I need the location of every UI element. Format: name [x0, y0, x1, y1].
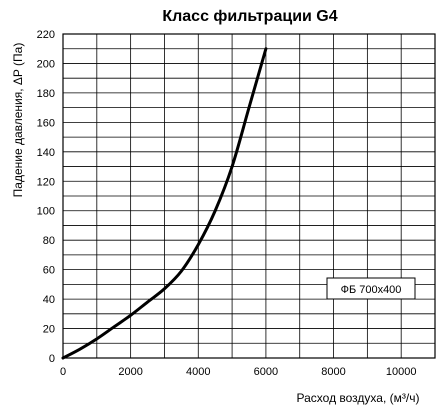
x-tick-label: 6000: [254, 366, 278, 378]
x-axis-label: Расход воздуха, (м³/ч): [297, 391, 420, 405]
legend-box: [326, 277, 416, 300]
y-tick-label: 200: [37, 58, 55, 70]
x-tick-label: 0: [60, 366, 66, 378]
y-tick-labels: 0 20 40 60 80 100 120 140 160 180 200 220: [37, 29, 55, 365]
y-tick-label: 80: [43, 235, 55, 247]
series-line: [61, 47, 268, 360]
x-tick-label: 10000: [386, 366, 417, 378]
y-axis-label: Падение давления, ΔP (Па): [11, 43, 25, 198]
y-tick-label: 20: [43, 324, 55, 336]
x-tick-labels: 0 2000 4000 6000 8000 10000: [60, 366, 417, 378]
axes: [62, 33, 436, 359]
series-group: [61, 47, 268, 360]
y-tick-label: 0: [49, 353, 55, 365]
y-tick-label: 140: [37, 147, 55, 159]
y-tick-label: 100: [37, 206, 55, 218]
y-tick-label: 160: [37, 117, 55, 129]
x-tick-label: 4000: [186, 366, 210, 378]
y-tick-label: 60: [43, 265, 55, 277]
x-tick-label: 8000: [321, 366, 345, 378]
legend: ФБ 700x400: [326, 277, 416, 300]
x-tick-label: 2000: [118, 366, 142, 378]
y-tick-label: 40: [43, 294, 55, 306]
y-tick-label: 120: [37, 176, 55, 188]
y-tick-label: 180: [37, 88, 55, 100]
plot-frame: [62, 33, 436, 359]
chart-title: Класс фильтрации G4: [162, 8, 337, 25]
legend-label: ФБ 700x400: [341, 284, 402, 296]
y-tick-label: 220: [37, 29, 55, 41]
grid: [62, 33, 436, 359]
